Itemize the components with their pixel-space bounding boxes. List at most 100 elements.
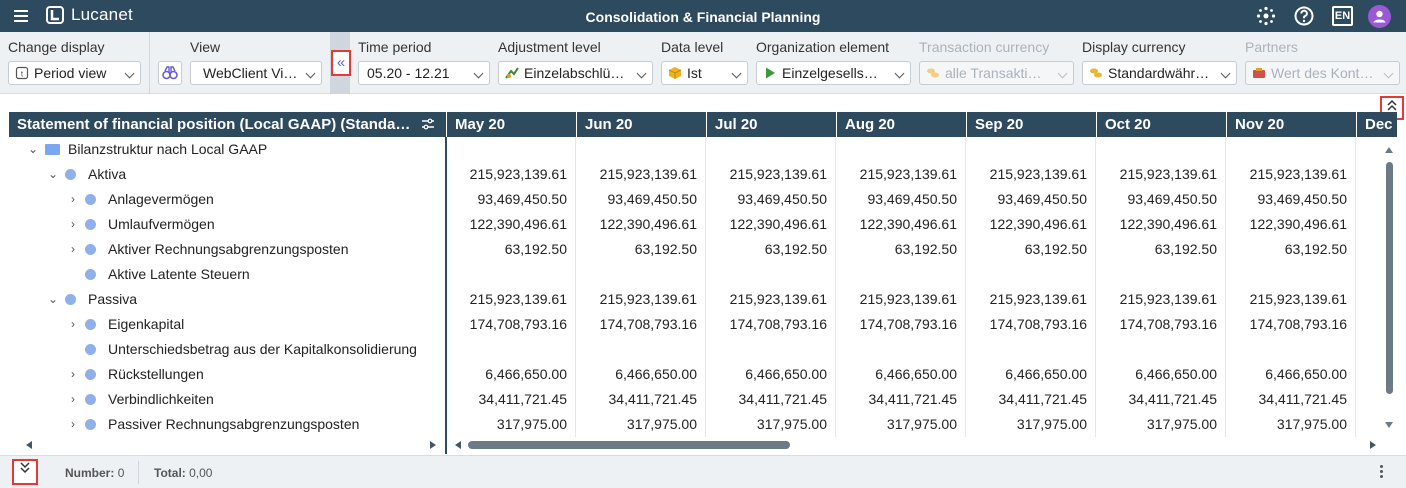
value-cell[interactable]: 317,975.00 [576,412,706,437]
value-cell[interactable] [966,137,1096,162]
column-header[interactable]: Nov 20 [1226,112,1356,137]
value-cell[interactable]: 6,466,650.00 [966,362,1096,387]
value-cell[interactable] [836,337,966,362]
network-icon[interactable] [1256,6,1276,26]
value-cell[interactable] [706,337,836,362]
value-cell[interactable]: 174,708,793.16 [446,312,576,337]
value-cell[interactable]: 34,411,721.45 [1226,387,1356,412]
scroll-left-icon[interactable] [26,441,32,449]
user-avatar-icon[interactable] [1368,5,1391,28]
column-settings-icon[interactable] [421,118,435,130]
value-cell[interactable] [446,337,576,362]
value-cell[interactable]: 215,923,139.61 [1096,287,1226,312]
vertical-scrollbar[interactable] [1383,145,1395,430]
value-cell[interactable]: 317,975.00 [1226,412,1356,437]
column-header[interactable]: Aug 20 [836,112,966,137]
value-cell[interactable]: 122,390,496.61 [706,212,836,237]
tree-row[interactable]: ⌄ Passiva [9,287,445,312]
tree-row[interactable]: › Eigenkapital [9,312,445,337]
time-period-select[interactable]: 05.20 - 12.21 [358,61,490,85]
value-cell[interactable]: 63,192.50 [1096,237,1226,262]
value-cell[interactable]: 122,390,496.61 [1096,212,1226,237]
value-cell[interactable]: 63,192.50 [836,237,966,262]
value-cell[interactable]: 63,192.50 [706,237,836,262]
value-cell[interactable]: 317,975.00 [446,412,576,437]
value-cell[interactable]: 215,923,139.61 [576,162,706,187]
value-cell[interactable]: 63,192.50 [446,237,576,262]
value-cell[interactable]: 174,708,793.16 [1226,312,1356,337]
value-cell[interactable] [1096,337,1226,362]
scroll-down-icon[interactable] [1385,422,1393,428]
value-cell[interactable]: 122,390,496.61 [446,212,576,237]
tree-row[interactable]: ⌄ Aktiva [9,162,445,187]
value-cell[interactable] [1096,262,1226,287]
collapse-chevron-icon[interactable]: ⌄ [47,292,59,306]
value-cell[interactable] [1226,137,1356,162]
display-currency-select[interactable]: Standardwähr… [1082,61,1237,85]
expand-footer-button[interactable] [12,459,38,485]
expand-chevron-icon[interactable]: › [71,367,75,381]
value-cell[interactable]: 122,390,496.61 [836,212,966,237]
grid-title[interactable]: Statement of financial position (Local G… [9,112,437,137]
value-cell[interactable]: 122,390,496.61 [966,212,1096,237]
value-cell[interactable]: 215,923,139.61 [446,162,576,187]
value-cell[interactable]: 6,466,650.00 [446,362,576,387]
horizontal-scroll-thumb[interactable] [468,441,790,449]
value-cell[interactable]: 93,469,450.50 [706,187,836,212]
value-cell[interactable]: 63,192.50 [966,237,1096,262]
value-cell[interactable] [576,337,706,362]
language-icon[interactable]: EN [1332,6,1353,26]
value-cell[interactable]: 215,923,139.61 [1096,162,1226,187]
value-cell[interactable]: 174,708,793.16 [966,312,1096,337]
value-cell[interactable]: 34,411,721.45 [1096,387,1226,412]
scroll-thumb[interactable] [1386,162,1393,394]
more-options-icon[interactable] [1380,465,1384,479]
value-cell[interactable]: 93,469,450.50 [1096,187,1226,212]
value-cell[interactable]: 317,975.00 [966,412,1096,437]
value-cell[interactable] [706,137,836,162]
value-cell[interactable]: 93,469,450.50 [966,187,1096,212]
value-cell[interactable]: 34,411,721.45 [706,387,836,412]
column-header[interactable]: Sep 20 [966,112,1096,137]
tree-row[interactable]: › Umlaufvermögen [9,212,445,237]
value-cell[interactable]: 34,411,721.45 [576,387,706,412]
value-cell[interactable]: 215,923,139.61 [446,287,576,312]
collapse-chevron-icon[interactable]: ⌄ [47,167,59,181]
value-cell[interactable] [1096,137,1226,162]
tree-row[interactable]: › Passiver Rechnungsabgrenzungsposten [9,412,445,437]
data-level-select[interactable]: Ist [661,61,748,85]
value-cell[interactable]: 34,411,721.45 [966,387,1096,412]
change-display-select[interactable]: t Period view [8,61,141,85]
tree-row[interactable]: ⌄ Bilanzstruktur nach Local GAAP [9,137,445,162]
value-cell[interactable]: 122,390,496.61 [576,212,706,237]
value-cell[interactable]: 93,469,450.50 [836,187,966,212]
collapse-chevron-icon[interactable]: ⌄ [27,142,39,156]
value-cell[interactable]: 215,923,139.61 [966,287,1096,312]
value-cell[interactable] [576,262,706,287]
expand-chevron-icon[interactable]: › [71,217,75,231]
value-cell[interactable] [966,337,1096,362]
tree-row[interactable]: › Anlagevermögen [9,187,445,212]
value-cell[interactable] [446,137,576,162]
value-cell[interactable]: 6,466,650.00 [836,362,966,387]
value-cell[interactable] [966,262,1096,287]
value-cell[interactable]: 34,411,721.45 [446,387,576,412]
value-cell[interactable]: 6,466,650.00 [1096,362,1226,387]
collapse-filters-button[interactable]: « [331,50,351,76]
value-cell[interactable]: 317,975.00 [836,412,966,437]
value-cell[interactable]: 6,466,650.00 [576,362,706,387]
value-cell[interactable]: 215,923,139.61 [836,162,966,187]
value-cell[interactable]: 215,923,139.61 [706,162,836,187]
value-cell[interactable]: 34,411,721.45 [836,387,966,412]
expand-chevron-icon[interactable]: › [71,317,75,331]
value-cell[interactable]: 174,708,793.16 [706,312,836,337]
value-cell[interactable]: 93,469,450.50 [576,187,706,212]
tree-row[interactable]: Aktive Latente Steuern [9,262,445,287]
value-cell[interactable] [446,262,576,287]
tree-row[interactable]: › Verbindlichkeiten [9,387,445,412]
column-header[interactable]: May 20 [446,112,576,137]
value-cell[interactable] [576,137,706,162]
value-cell[interactable]: 93,469,450.50 [1226,187,1356,212]
help-icon[interactable] [1294,6,1314,26]
expand-chevron-icon[interactable]: › [71,242,75,256]
